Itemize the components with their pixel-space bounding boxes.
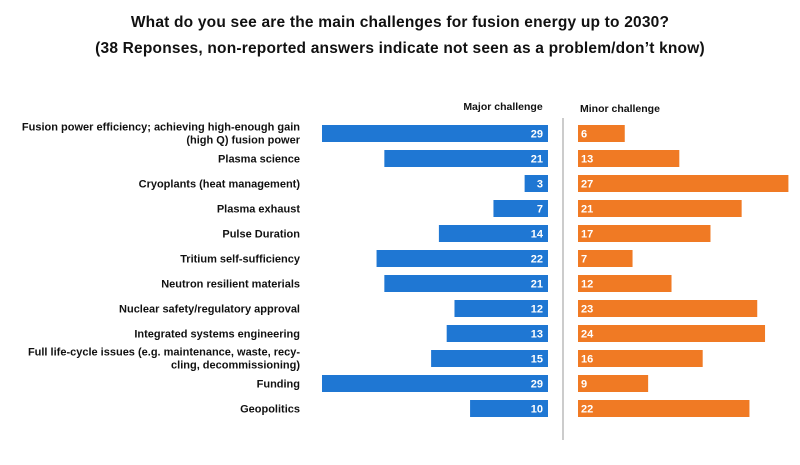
minor-challenge-value: 22 bbox=[581, 404, 593, 416]
major-challenge-bar bbox=[470, 400, 548, 417]
minor-challenge-value: 16 bbox=[581, 354, 593, 366]
major-challenge-bar bbox=[384, 150, 548, 167]
series-header-minor: Minor challenge bbox=[580, 103, 660, 115]
minor-challenge-value: 17 bbox=[581, 229, 593, 241]
major-challenge-value: 10 bbox=[531, 404, 543, 416]
category-label: Integrated systems engineering bbox=[134, 329, 300, 341]
category-label: Funding bbox=[257, 379, 300, 391]
minor-challenge-value: 27 bbox=[581, 179, 593, 191]
minor-challenge-bar bbox=[578, 275, 672, 292]
major-challenge-value: 7 bbox=[537, 204, 543, 216]
chart-title: What do you see are the main challenges … bbox=[130, 14, 670, 31]
minor-challenge-bar bbox=[578, 350, 703, 367]
major-challenge-value: 3 bbox=[537, 179, 543, 191]
major-challenge-bar bbox=[493, 200, 548, 217]
minor-challenge-value: 12 bbox=[581, 279, 593, 291]
category-label: Full life-cycle issues (e.g. maintenance… bbox=[28, 347, 300, 372]
major-challenge-value: 14 bbox=[531, 229, 544, 241]
category-label: Pulse Duration bbox=[222, 229, 300, 241]
category-label: Neutron resilient materials bbox=[161, 279, 300, 291]
major-challenge-value: 13 bbox=[531, 329, 543, 341]
minor-challenge-bar bbox=[578, 225, 711, 242]
minor-challenge-bar bbox=[578, 175, 789, 192]
minor-challenge-value: 24 bbox=[581, 329, 594, 341]
minor-challenge-bar bbox=[578, 400, 750, 417]
category-label: Cryoplants (heat management) bbox=[139, 179, 301, 191]
minor-challenge-value: 6 bbox=[581, 129, 587, 141]
major-challenge-bar bbox=[454, 300, 548, 317]
major-challenge-bar bbox=[431, 350, 548, 367]
minor-challenge-bar bbox=[578, 150, 680, 167]
minor-challenge-value: 7 bbox=[581, 254, 587, 266]
minor-challenge-value: 13 bbox=[581, 154, 593, 166]
chart-subtitle: (38 Reponses, non-reported answers indic… bbox=[95, 40, 705, 57]
major-challenge-bar bbox=[438, 225, 548, 242]
major-challenge-bar bbox=[524, 175, 548, 192]
category-label: Tritium self-sufficiency bbox=[180, 254, 301, 266]
minor-challenge-bar bbox=[578, 375, 649, 392]
minor-challenge-bar bbox=[578, 200, 742, 217]
major-challenge-value: 21 bbox=[531, 279, 543, 291]
minor-challenge-value: 21 bbox=[581, 204, 593, 216]
category-label: Nuclear safety/regulatory approval bbox=[119, 304, 300, 316]
minor-challenge-bar bbox=[578, 300, 758, 317]
major-challenge-bar bbox=[376, 250, 548, 267]
major-challenge-value: 29 bbox=[531, 129, 543, 141]
minor-challenge-value: 9 bbox=[581, 379, 587, 391]
major-challenge-value: 29 bbox=[531, 379, 543, 391]
category-label: Plasma science bbox=[218, 154, 300, 166]
category-label: Geopolitics bbox=[240, 404, 300, 416]
major-challenge-value: 21 bbox=[531, 154, 543, 166]
major-challenge-bar bbox=[322, 125, 548, 142]
major-challenge-bar bbox=[446, 325, 548, 342]
series-header-major: Major challenge bbox=[463, 101, 543, 113]
major-challenge-value: 12 bbox=[531, 304, 543, 316]
category-label: Plasma exhaust bbox=[217, 204, 300, 216]
major-challenge-bar bbox=[322, 375, 548, 392]
minor-challenge-bar bbox=[578, 325, 766, 342]
major-challenge-bar bbox=[384, 275, 548, 292]
major-challenge-value: 15 bbox=[531, 354, 543, 366]
category-label: Fusion power efficiency; achieving high-… bbox=[22, 122, 301, 147]
major-challenge-value: 22 bbox=[531, 254, 543, 266]
minor-challenge-bar bbox=[578, 125, 625, 142]
minor-challenge-value: 23 bbox=[581, 304, 593, 316]
minor-challenge-bar bbox=[578, 250, 633, 267]
